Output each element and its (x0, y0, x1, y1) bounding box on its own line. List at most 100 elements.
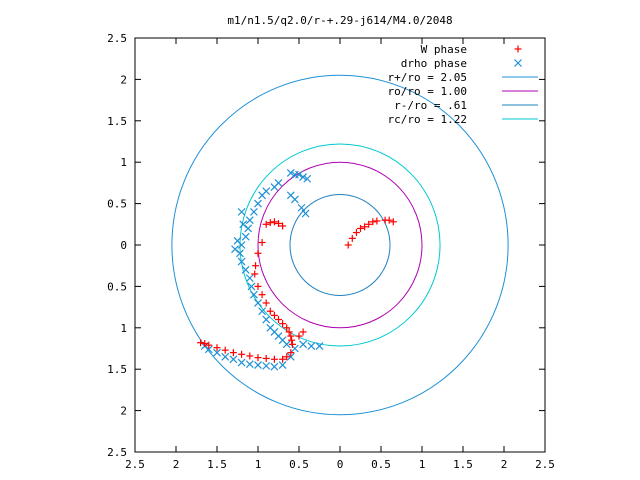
x-tick-label: 2 (501, 458, 508, 471)
plot-area (171, 74, 509, 416)
drho-phase-point (299, 173, 308, 182)
w-phase-point (205, 341, 213, 349)
w-phase-point (285, 328, 293, 336)
drho-phase-point (307, 342, 316, 350)
w-phase-point (201, 340, 209, 348)
legend-swatch (514, 59, 522, 67)
drho-phase-point (295, 170, 303, 179)
drho-phase-point (231, 245, 239, 254)
w-phase-point (287, 332, 295, 340)
w-phase-point (288, 340, 296, 348)
circle-3 (239, 143, 441, 347)
x-tick-label: 2.5 (125, 458, 145, 471)
drho-phase-point (278, 361, 287, 369)
y-tick-label: 1.5 (107, 363, 127, 376)
drho-phase-point (245, 360, 254, 369)
w-phase-point (283, 324, 291, 332)
w-phase-point (270, 218, 278, 226)
x-tick-label: 1.5 (453, 458, 473, 471)
w-phase-point (266, 219, 274, 227)
drho-phase-point (286, 352, 295, 361)
w-phase-point (357, 224, 364, 232)
w-phase-point (246, 352, 254, 360)
drho-phase-point (303, 174, 312, 183)
w-phase-point (352, 229, 360, 237)
w-phase-point (348, 234, 356, 242)
drho-phase-point (258, 307, 267, 316)
w-phase-point (288, 336, 296, 344)
w-phase-point (213, 344, 221, 352)
circle-0 (171, 74, 509, 416)
w-phase-point (295, 332, 303, 340)
w-phase-point (258, 239, 266, 247)
x-tick-label: 0 (337, 458, 344, 471)
x-tick-label: 0.5 (371, 458, 391, 471)
w-phase-point (369, 218, 377, 226)
chart-title: m1/n1.5/q2.0/r-+.29-j614/M4.0/2048 (227, 14, 452, 27)
circle-2 (289, 193, 391, 297)
x-tick-label: 1 (255, 458, 262, 471)
drho-phase-point (297, 203, 306, 212)
w-phase-point (251, 270, 259, 278)
legend-label: r-/ro = .61 (394, 99, 467, 112)
drho-phase-point (241, 265, 250, 274)
x-tick-label: 2.5 (535, 458, 555, 471)
drho-phase-point (233, 236, 242, 245)
plot-frame (134, 37, 546, 453)
y-tick-label: 1 (120, 156, 127, 169)
drho-phase-point (249, 290, 258, 299)
drho-phase-point (237, 358, 246, 367)
y-tick-label: 0.5 (107, 198, 127, 211)
y-tick-label: 1.5 (107, 115, 127, 128)
drho-phase-point (241, 232, 250, 241)
w-phase-point (270, 355, 278, 363)
drho-phase-point (237, 207, 246, 216)
drho-phase-point (258, 191, 267, 200)
y-tick-label: 2 (120, 73, 127, 86)
drho-phase-point (213, 348, 221, 357)
w-phase-point (266, 307, 274, 315)
w-phase-point (262, 220, 270, 228)
y-tick-label: 2 (120, 405, 127, 418)
w-phase-point (389, 218, 397, 226)
legend-label: ro/ro = 1.00 (388, 85, 467, 98)
w-phase-point (373, 217, 381, 225)
w-phase-point (275, 316, 282, 324)
drho-phase-point (237, 257, 246, 266)
drho-phase-point (270, 183, 279, 191)
drho-phase-point (245, 274, 254, 283)
drho-phase-point (254, 361, 262, 369)
circle-1 (257, 161, 423, 329)
w-phase-point (254, 354, 262, 362)
w-phase-point (258, 291, 266, 299)
w-phase-point (283, 353, 291, 361)
legend-label: drho phase (401, 57, 467, 70)
w-phase-point (254, 282, 262, 290)
legend-label: r+/ro = 2.05 (388, 71, 467, 84)
drho-phase-point (301, 209, 310, 218)
w-phase-point (361, 223, 369, 231)
axis-ticks: 2.5 2 1.5 1 0.5 0 0.5 1 1.5 2 2.52.521.510.500.511… (107, 32, 555, 471)
y-tick-label: 2.5 (107, 446, 127, 459)
w-phase-point (252, 262, 260, 270)
drho-phase-point (247, 282, 256, 291)
w-phase-point (365, 220, 373, 228)
drho-phase-point (270, 362, 279, 371)
drho-phase-point (315, 342, 324, 350)
w-phase-point (279, 222, 287, 230)
w-phase-point (262, 299, 270, 307)
drho-phase-point (245, 216, 254, 225)
drho-phase-point (239, 220, 248, 229)
drho-phase-point (254, 299, 262, 307)
legend-label: W phase (421, 43, 467, 56)
drho-phase-point (282, 340, 291, 349)
drho-phase-point (229, 355, 238, 364)
w-phase-point (381, 216, 389, 224)
x-tick-label: 0.5 (289, 458, 309, 471)
drho-phase-point (254, 199, 262, 208)
w-phase-point (287, 349, 295, 357)
drho-phase-point (286, 169, 295, 177)
legend-label: rc/ro = 1.22 (388, 113, 467, 126)
